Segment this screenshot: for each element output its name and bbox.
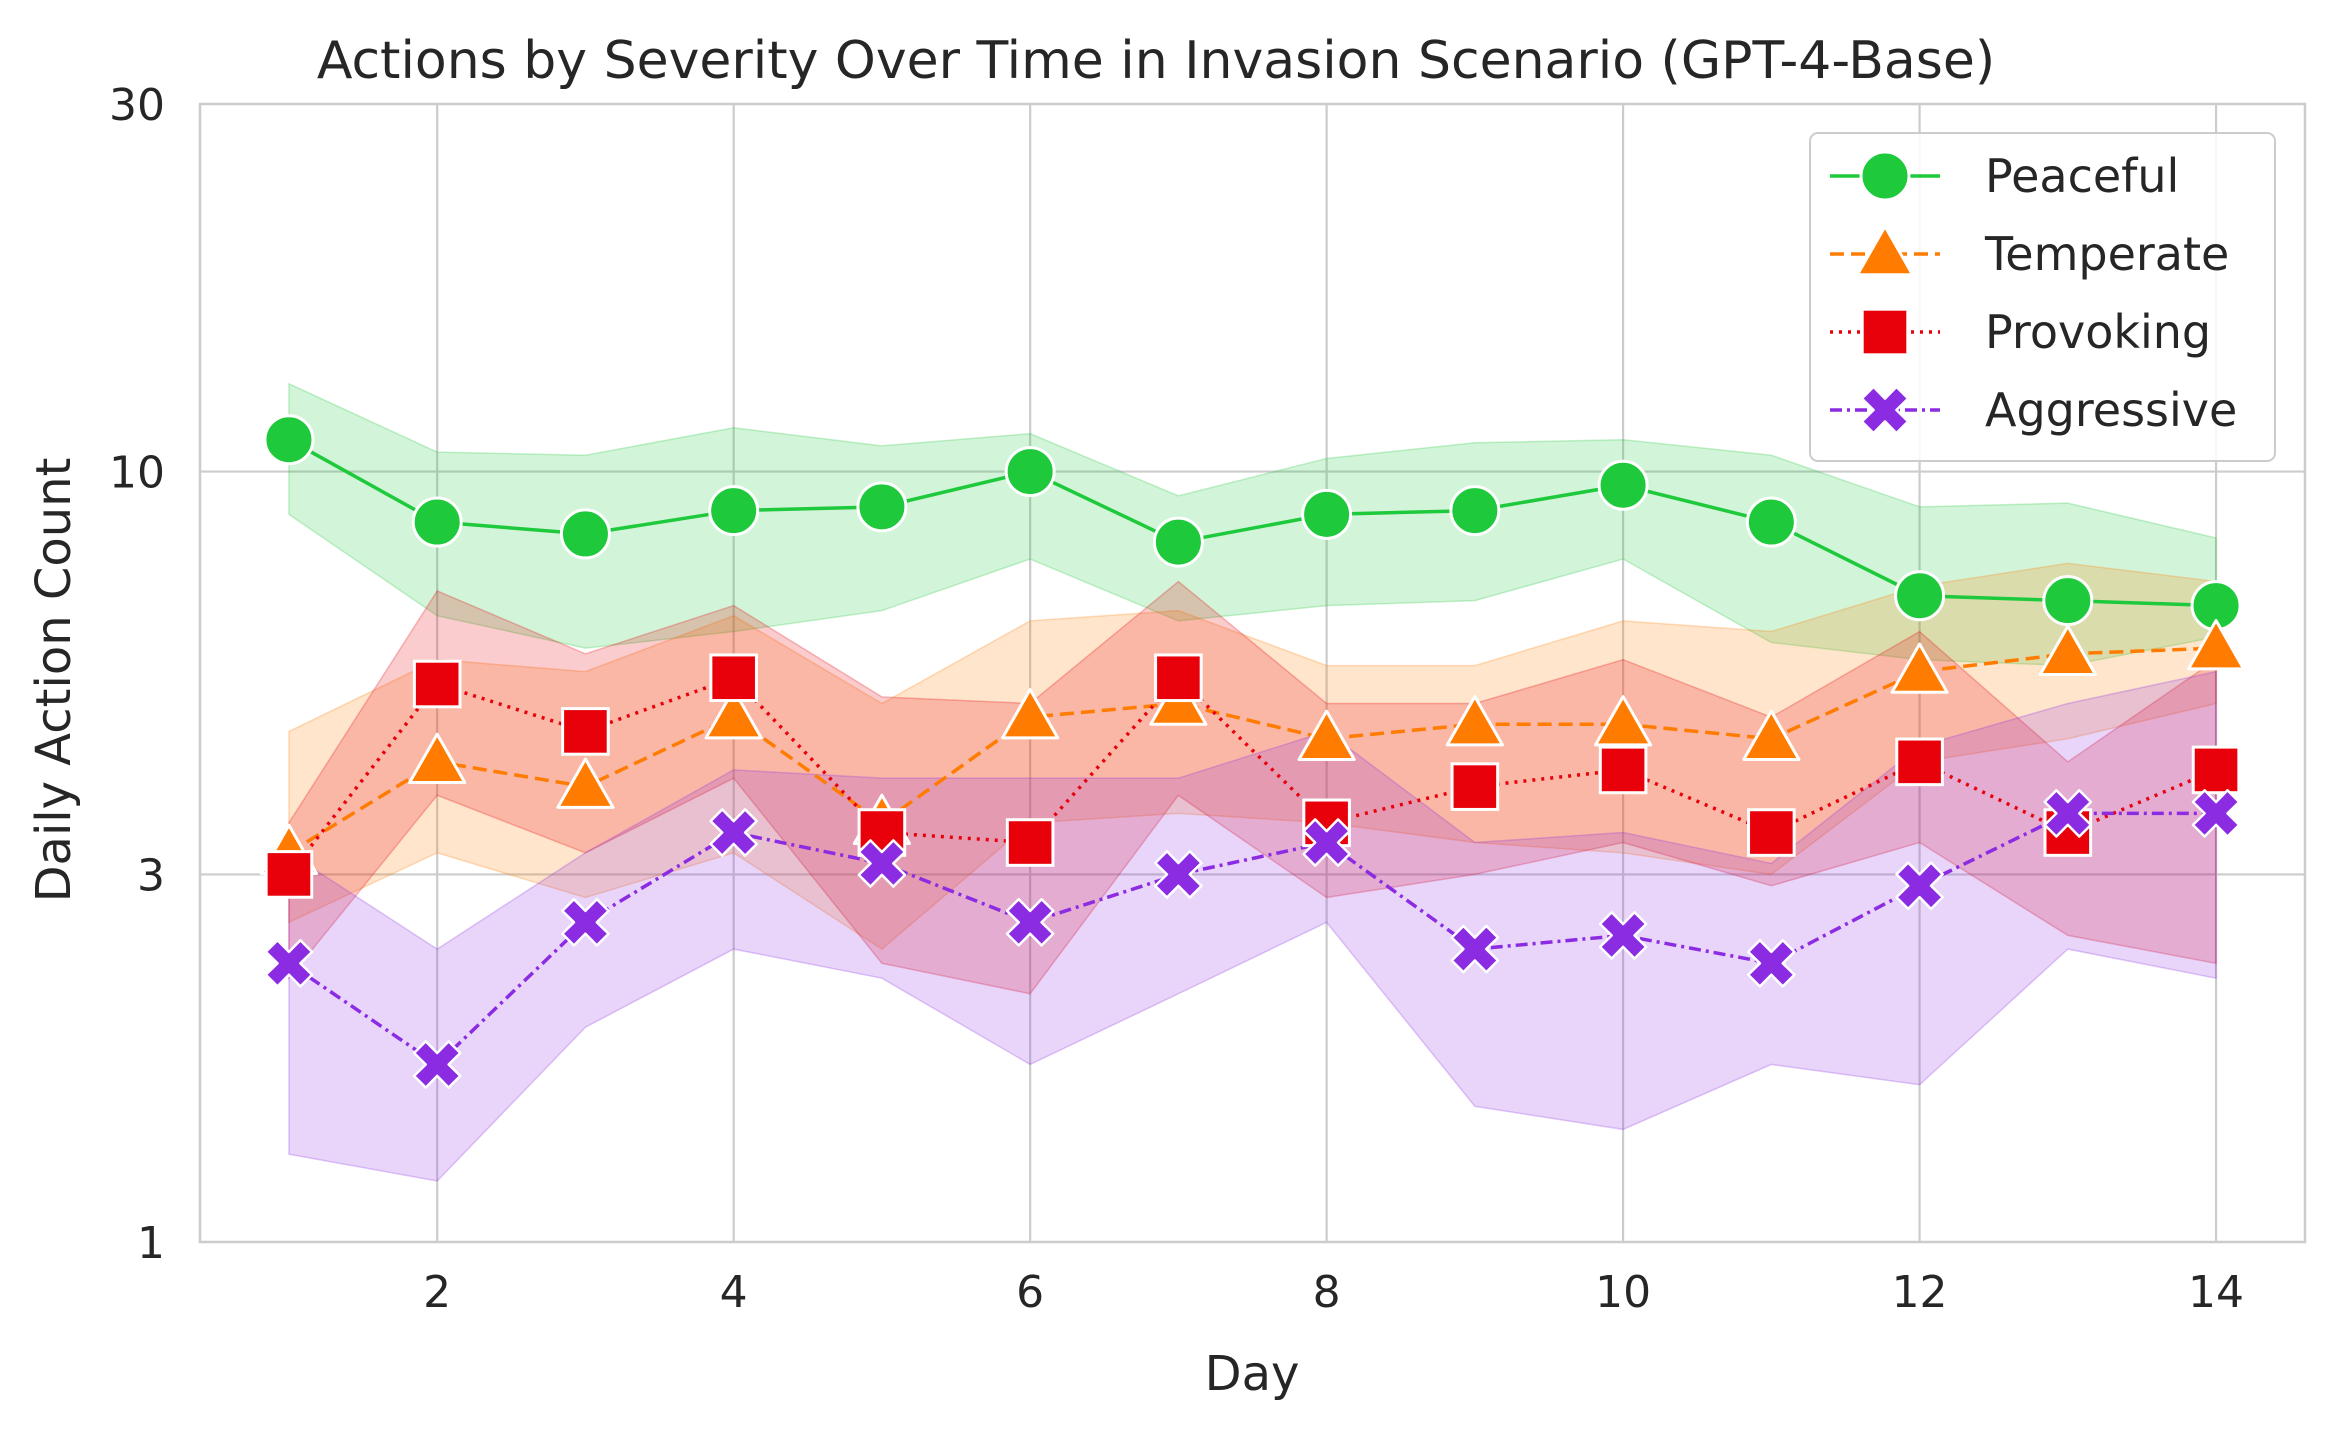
aggressive-point	[1154, 850, 1203, 899]
aggressive-point	[264, 938, 314, 988]
temperate-point	[704, 688, 763, 740]
peaceful-point	[1745, 496, 1797, 548]
peaceful-point	[1449, 485, 1501, 537]
peaceful-point	[708, 485, 760, 537]
aggressive-point	[1302, 818, 1351, 867]
x-axis-label: Day	[1205, 1346, 1300, 1402]
temperate-point	[556, 757, 615, 809]
provoking-point	[412, 659, 462, 709]
y-axis-label: Daily Action Count	[26, 458, 82, 903]
aggressive-point	[412, 1040, 462, 1089]
legend-marker-temperate	[1855, 224, 1915, 277]
peaceful-point	[1152, 516, 1204, 568]
x-tick-label: 12	[1892, 1267, 1948, 1318]
peaceful-point	[263, 414, 315, 466]
series-markers	[259, 414, 2246, 1089]
provoking-point	[264, 850, 314, 899]
plot-frame	[198, 102, 2307, 1244]
provoking-point	[1747, 808, 1796, 857]
aggressive-point	[1598, 911, 1648, 960]
provoking-point	[709, 653, 758, 703]
provoking-point	[561, 707, 610, 756]
aggressive-point	[561, 897, 610, 947]
aggressive-point	[1005, 897, 1055, 947]
x-tick-label: 4	[720, 1267, 748, 1318]
x-tick-label: 14	[2188, 1267, 2244, 1318]
peaceful-point	[411, 496, 463, 548]
peaceful-point	[1597, 459, 1649, 511]
temperate-point	[1001, 688, 1060, 740]
peaceful-point	[1301, 488, 1353, 540]
x-tick-label: 6	[1016, 1267, 1044, 1318]
aggressive-point	[2191, 789, 2241, 838]
aggressive-ci-band	[288, 670, 2217, 1182]
x-tick-label: 2	[423, 1267, 451, 1318]
confidence-bands	[288, 382, 2217, 1182]
temperate-ci-band	[288, 562, 2217, 951]
provoking-point	[1005, 818, 1055, 867]
temperate-point	[1445, 695, 1504, 747]
legend-marker-aggressive	[1860, 385, 1910, 435]
provoking-line	[287, 676, 2217, 876]
aggressive-point	[2043, 789, 2093, 838]
legend-marker-provoking	[1860, 307, 1910, 357]
peaceful-point	[1004, 446, 1056, 498]
provoking-point	[1598, 745, 1648, 795]
aggressive-point	[1746, 938, 1796, 988]
provoking-point	[1450, 762, 1500, 811]
temperate-point	[1593, 695, 1653, 747]
provoking-point	[1895, 737, 1944, 787]
temperate-line	[288, 646, 2217, 855]
peaceful-point	[559, 508, 611, 560]
y-tick-label: 10	[109, 448, 165, 499]
legend-label-provoking: Provoking	[1985, 305, 2211, 359]
temperate-point	[1890, 642, 1949, 694]
temperate-point	[408, 732, 467, 785]
aggressive-point	[709, 808, 759, 857]
tick-labels: 2 4 6 8 10 12 14 1 3 10 30	[109, 80, 2244, 1318]
aggressive-point	[1895, 861, 1944, 911]
temperate-point	[1742, 709, 1801, 761]
provoking-ci-band	[288, 580, 2217, 995]
chart-title: Actions by Severity Over Time in Invasio…	[317, 31, 1995, 91]
peaceful-point	[856, 481, 908, 533]
legend-marker-peaceful	[1859, 150, 1911, 202]
peaceful-point	[1894, 570, 1946, 622]
peaceful-point	[2042, 575, 2094, 627]
y-tick-label: 1	[137, 1218, 165, 1269]
legend: Peaceful Temperate Provoking Aggressive	[1809, 132, 2276, 462]
aggressive-point	[1450, 924, 1500, 974]
legend-box	[1809, 132, 2276, 462]
aggressive-line	[287, 811, 2217, 1067]
legend-label-peaceful: Peaceful	[1985, 149, 2179, 203]
legend-label-temperate: Temperate	[1984, 227, 2229, 281]
temperate-point	[2038, 624, 2097, 677]
provoking-point	[1154, 653, 1203, 703]
aggressive-point	[857, 839, 907, 888]
temperate-point	[2186, 619, 2246, 671]
y-tick-label: 30	[109, 80, 165, 131]
temperate-point	[1297, 709, 1356, 761]
x-tick-label: 10	[1595, 1267, 1651, 1318]
legend-label-aggressive: Aggressive	[1985, 383, 2237, 437]
y-tick-label: 3	[137, 850, 165, 901]
provoking-point	[2191, 745, 2241, 795]
x-tick-label: 8	[1313, 1267, 1341, 1318]
